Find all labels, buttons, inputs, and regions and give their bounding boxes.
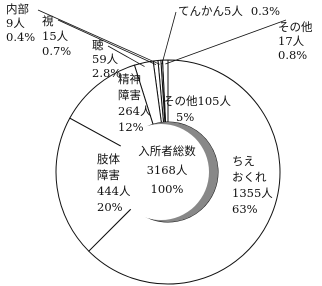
percent-label: 2.8% (92, 66, 121, 80)
leader-line (161, 11, 177, 65)
group-name: その他 (163, 94, 198, 108)
value-label: 1355人 (232, 186, 273, 200)
value-label: 5人 (224, 4, 243, 18)
center-value: 3168人 (147, 163, 188, 177)
leader-line (37, 9, 160, 65)
category: 精神 (118, 72, 141, 86)
inner-shadow (113, 122, 218, 222)
category: その他 (278, 20, 313, 34)
category: おくれ (232, 170, 267, 184)
group-label: その他105人 (163, 94, 231, 108)
slice (88, 59, 281, 285)
value-label: 17人 (278, 34, 305, 48)
category: 内部 (6, 2, 29, 16)
percent-label: 63% (232, 202, 258, 216)
value-label: 15人 (42, 29, 69, 43)
slice-label: てんかん5人 0.3% (178, 4, 280, 18)
category: 視 (42, 14, 54, 28)
shadow-cut (113, 124, 209, 220)
category: 肢体 (97, 152, 120, 166)
category: 障害 (118, 88, 141, 102)
value-label: 444人 (97, 184, 131, 198)
leader-line (165, 19, 287, 65)
percent-label: 0.8% (278, 48, 307, 62)
category: ちえ (232, 154, 255, 168)
percent-label: 0.4% (6, 30, 35, 44)
value-label: 59人 (92, 52, 119, 66)
label-line: てんかん5人 0.3% (178, 4, 280, 18)
group-value: 105人 (198, 94, 232, 108)
category: 障害 (97, 168, 120, 182)
leader-line (107, 45, 145, 67)
percent-label: 12% (118, 120, 144, 134)
group-percent: 5% (176, 110, 194, 124)
percent-label: 0.3% (251, 4, 280, 18)
category: てんかん (178, 4, 224, 18)
percent-label: 20% (97, 200, 123, 214)
center-percent: 100% (151, 182, 184, 196)
percent-label: 0.7% (42, 44, 71, 58)
center-title: 入所者総数 (138, 144, 196, 158)
value-label: 9人 (6, 16, 25, 30)
category: 聴 (92, 38, 104, 52)
leader-line (57, 19, 157, 66)
value-label: 264人 (118, 104, 152, 118)
